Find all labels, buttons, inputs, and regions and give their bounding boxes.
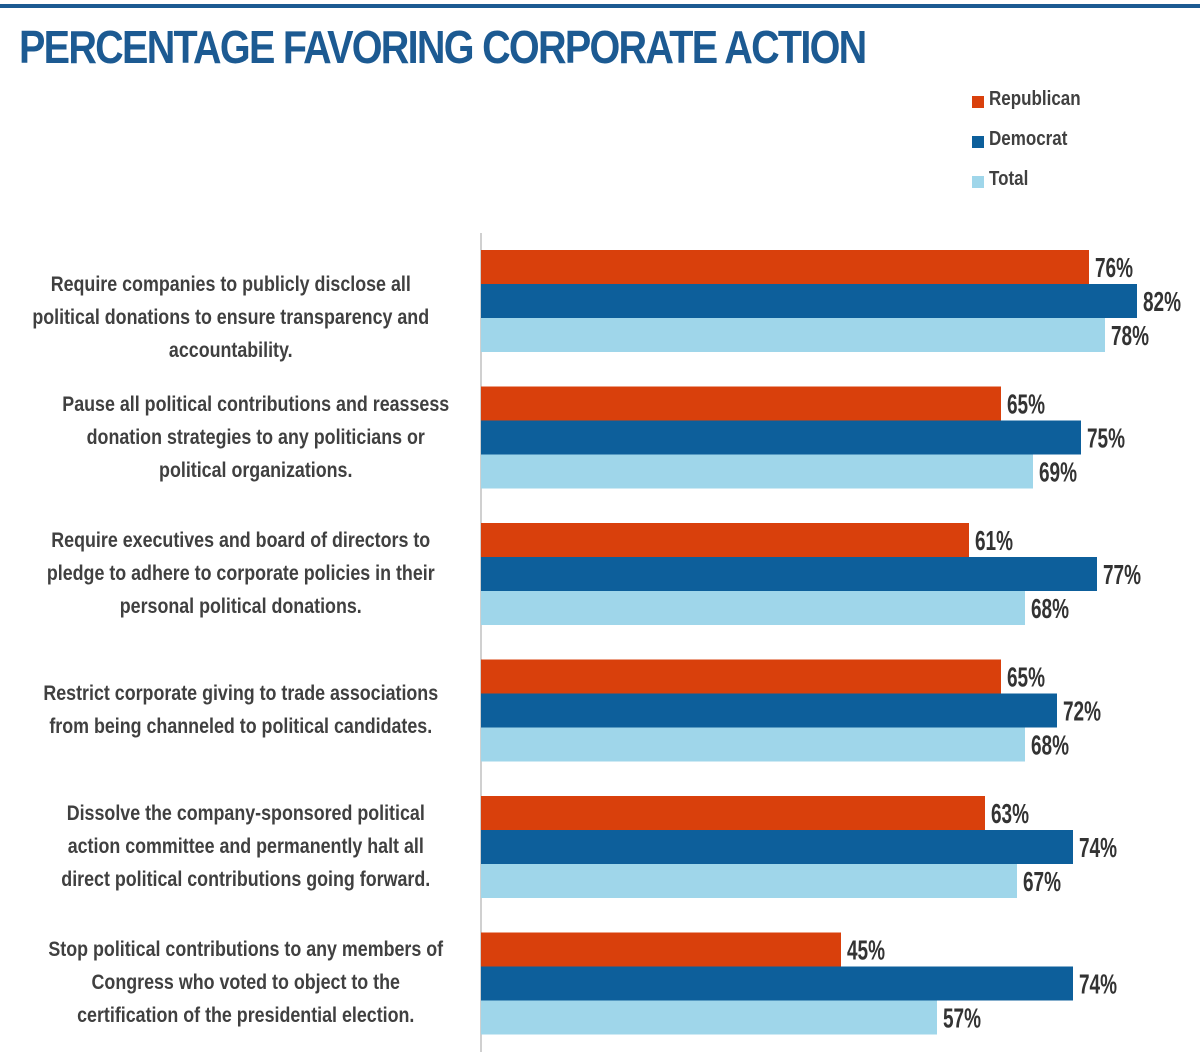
bar-republican-3 [481, 523, 969, 557]
category-label-1: Require companies to publicly disclose a… [32, 273, 430, 362]
value-label-democrat-3: 77% [1103, 559, 1141, 590]
category-label-3: Require executives and board of director… [46, 529, 435, 618]
value-label-democrat-2: 75% [1087, 423, 1125, 454]
bar-democrat-2 [481, 420, 1081, 455]
bar-republican-5 [481, 796, 985, 830]
category-label-5: Dissolve the company-sponsored political… [61, 802, 431, 891]
value-label-total-5: 67% [1023, 866, 1061, 897]
value-label-total-3: 68% [1031, 593, 1069, 624]
value-label-total-4: 68% [1031, 730, 1069, 761]
value-label-democrat-4: 72% [1063, 696, 1101, 727]
value-label-republican-3: 61% [975, 525, 1013, 556]
value-label-total-2: 69% [1039, 457, 1077, 488]
category-label-2: Pause all political contributions and re… [62, 393, 450, 482]
bar-republican-6 [481, 932, 841, 967]
value-label-democrat-5: 74% [1079, 832, 1117, 863]
bar-total-5 [481, 864, 1017, 898]
bar-democrat-4 [481, 693, 1057, 728]
category-label-4: Restrict corporate giving to trade assoc… [43, 682, 439, 738]
bar-republican-4 [481, 659, 1001, 694]
bar-democrat-6 [481, 966, 1073, 1001]
legend-label-total: Total [989, 168, 1029, 190]
bar-total-6 [481, 1000, 937, 1035]
value-label-democrat-6: 74% [1079, 969, 1117, 1000]
bar-republican-2 [481, 386, 1001, 421]
legend-label-democrat: Democrat [989, 128, 1068, 150]
bar-democrat-3 [481, 557, 1097, 591]
bar-democrat-5 [481, 830, 1073, 864]
value-label-republican-5: 63% [991, 798, 1029, 829]
legend-label-republican: Republican [989, 88, 1081, 110]
value-label-republican-6: 45% [847, 935, 885, 966]
value-label-total-6: 57% [943, 1003, 981, 1034]
bar-total-1 [481, 318, 1105, 352]
legend-swatch-republican [972, 96, 984, 108]
bar-total-4 [481, 727, 1025, 762]
legend-swatch-democrat [972, 136, 984, 148]
chart-title: PERCENTAGE FAVORING CORPORATE ACTION [19, 21, 867, 73]
bar-total-3 [481, 591, 1025, 625]
legend-swatch-total [972, 176, 984, 188]
value-label-total-1: 78% [1111, 320, 1149, 351]
bar-democrat-1 [481, 284, 1137, 318]
top-rule [0, 4, 1200, 8]
value-label-republican-4: 65% [1007, 662, 1045, 693]
value-label-republican-1: 76% [1095, 252, 1133, 283]
value-label-democrat-1: 82% [1143, 286, 1181, 317]
bar-republican-1 [481, 250, 1089, 284]
category-label-6: Stop political contributions to any memb… [48, 938, 444, 1027]
bar-total-2 [481, 454, 1033, 489]
bars-group: 76%82%78%65%75%69%61%77%68%65%72%68%63%7… [481, 250, 1181, 1035]
value-label-republican-2: 65% [1007, 389, 1045, 420]
